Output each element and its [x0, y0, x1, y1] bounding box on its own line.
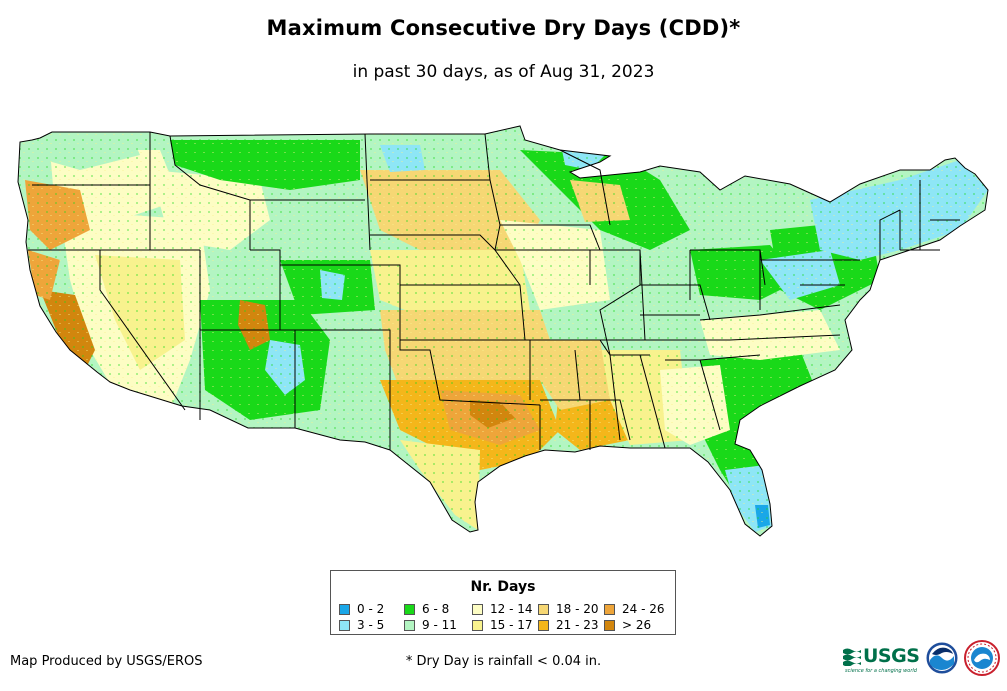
usgs-tagline: science for a changing world	[845, 668, 917, 674]
legend-label: 0 - 2	[357, 602, 385, 616]
legend-swatch	[404, 619, 415, 631]
legend-item: 18 - 20	[538, 602, 599, 616]
usgs-wave-icon	[843, 648, 861, 666]
legend-label: 12 - 14	[490, 602, 533, 616]
map-texture	[18, 126, 988, 536]
usgs-logo[interactable]: USGS	[843, 645, 920, 667]
legend-label: 24 - 26	[622, 602, 665, 616]
map-subtitle: in past 30 days, as of Aug 31, 2023	[352, 62, 655, 82]
legend-swatch	[339, 603, 350, 615]
legend-label: 21 - 23	[556, 618, 599, 632]
legend-label: 18 - 20	[556, 602, 599, 616]
legend-swatch	[472, 619, 483, 631]
legend-title: Nr. Days	[470, 579, 536, 595]
us-cdd-map	[17, 125, 989, 537]
nws-logo[interactable]	[964, 640, 1000, 676]
noaa-logo[interactable]	[926, 642, 958, 674]
legend-item: 21 - 23	[538, 618, 599, 632]
legend-item: 6 - 8	[404, 602, 449, 616]
legend-item: 12 - 14	[472, 602, 533, 616]
legend-item: 9 - 11	[404, 618, 457, 632]
legend-item: 15 - 17	[472, 618, 533, 632]
legend-label: 9 - 11	[422, 618, 457, 632]
legend-item: > 26	[604, 618, 651, 632]
credit-text: Map Produced by USGS/EROS	[10, 654, 203, 669]
map-title: Maximum Consecutive Dry Days (CDD)*	[266, 16, 741, 40]
state-boundaries	[17, 125, 989, 537]
legend-label: 6 - 8	[422, 602, 450, 616]
usgs-wordmark: USGS	[863, 645, 920, 667]
legend-swatch	[404, 603, 415, 615]
legend-item: 0 - 2	[339, 602, 384, 616]
legend-swatch	[538, 603, 549, 615]
legend-swatch	[472, 603, 483, 615]
legend: Nr. Days 0 - 2 3 - 5 6 - 8 9 - 11 12 - 1…	[330, 570, 676, 635]
legend-item: 24 - 26	[604, 602, 665, 616]
legend-label: 3 - 5	[357, 618, 385, 632]
legend-swatch	[538, 619, 549, 631]
legend-swatch	[339, 619, 350, 631]
legend-label: 15 - 17	[490, 618, 533, 632]
legend-swatch	[604, 603, 615, 615]
legend-swatch	[604, 619, 615, 631]
legend-label: > 26	[622, 618, 652, 632]
footnote-text: * Dry Day is rainfall < 0.04 in.	[405, 654, 602, 669]
legend-item: 3 - 5	[339, 618, 384, 632]
